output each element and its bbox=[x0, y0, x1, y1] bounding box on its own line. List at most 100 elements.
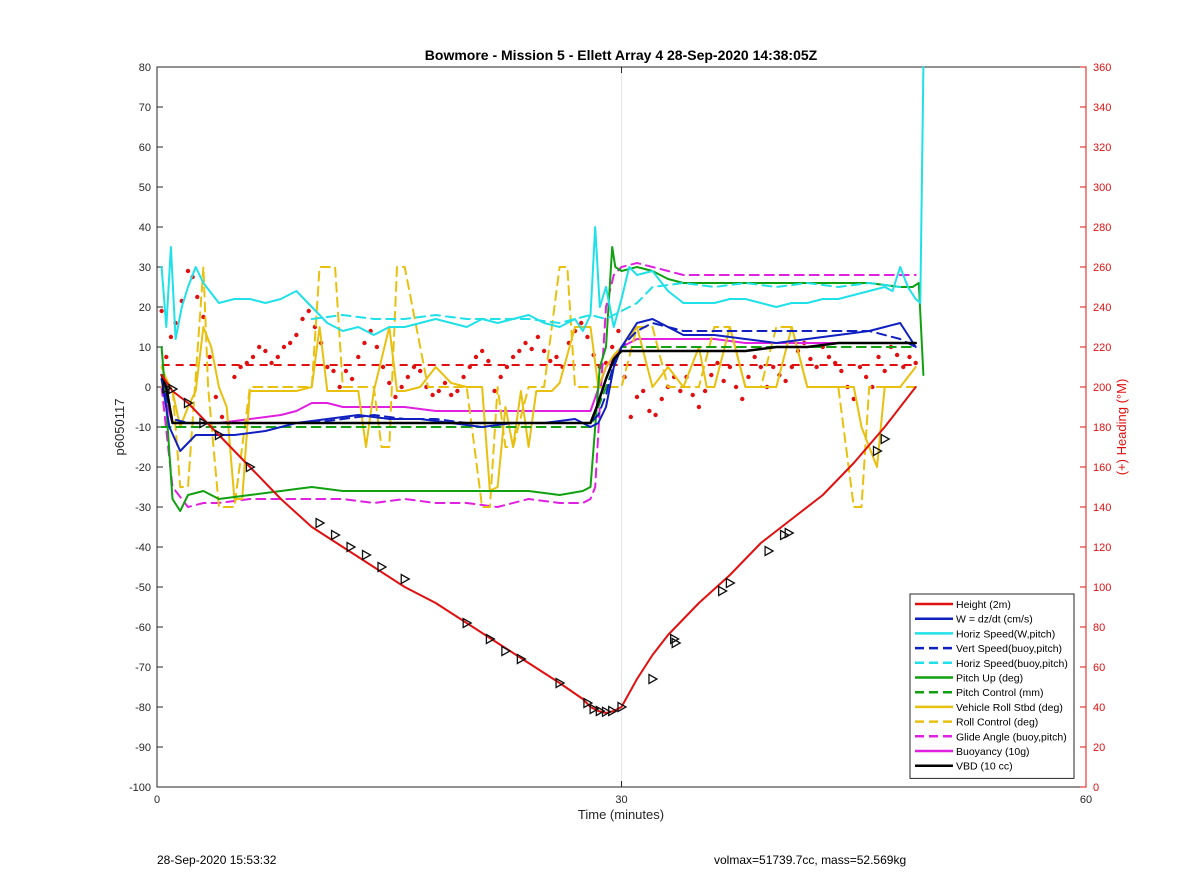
x-tick-label: 60 bbox=[1080, 794, 1092, 806]
y-tick-label-right: 260 bbox=[1093, 262, 1111, 274]
heading-point bbox=[548, 358, 553, 364]
heading-point bbox=[882, 368, 887, 374]
series-group bbox=[159, 66, 925, 714]
y-tick-label-right: 60 bbox=[1093, 662, 1105, 674]
heading-point bbox=[628, 414, 633, 420]
heading-point bbox=[529, 346, 534, 352]
x-tick-label: 30 bbox=[615, 794, 627, 806]
y-tick-label-right: 80 bbox=[1093, 622, 1105, 634]
y-axis-label-right: (+) Heading (°M) bbox=[1114, 379, 1129, 476]
heading-point bbox=[740, 396, 745, 402]
heading-point bbox=[380, 364, 386, 370]
legend-label: Roll Control (deg) bbox=[956, 717, 1038, 729]
y-tick-label-right: 40 bbox=[1093, 702, 1105, 714]
triangle-marker bbox=[315, 517, 326, 529]
heading-point bbox=[696, 404, 702, 410]
y-tick-label-left: -50 bbox=[135, 582, 151, 594]
heading-point bbox=[851, 396, 856, 402]
heading-point bbox=[159, 308, 164, 314]
y-tick-label-left: -20 bbox=[135, 462, 151, 474]
heading-point bbox=[907, 354, 912, 360]
heading-point bbox=[219, 414, 225, 420]
triangle-marker bbox=[784, 527, 795, 539]
heading-point bbox=[640, 388, 646, 394]
y-tick-label-right: 200 bbox=[1093, 382, 1111, 394]
legend-label: Vert Speed(buoy,pitch) bbox=[956, 643, 1062, 655]
heading-point bbox=[510, 354, 516, 360]
series-line-0 bbox=[160, 374, 917, 714]
series-line-4 bbox=[310, 282, 902, 324]
legend-label: Horiz Speed(buoy,pitch) bbox=[956, 658, 1068, 670]
triangle-marker bbox=[880, 433, 891, 445]
heading-point bbox=[752, 354, 757, 360]
heading-point bbox=[442, 380, 448, 386]
triangle-markers bbox=[162, 382, 891, 718]
legend-label: Vehicle Roll Stbd (deg) bbox=[956, 702, 1063, 714]
triangle-marker bbox=[400, 573, 411, 585]
footer-params: volmax=51739.7cc, mass=52.569kg bbox=[714, 853, 907, 867]
heading-point bbox=[504, 364, 510, 370]
heading-point bbox=[387, 380, 392, 386]
triangle-marker bbox=[501, 645, 512, 657]
y-tick-label-right: 300 bbox=[1093, 182, 1111, 194]
series-line-8 bbox=[160, 266, 917, 508]
heading-point bbox=[185, 268, 191, 274]
heading-point bbox=[461, 374, 466, 380]
heading-point bbox=[306, 308, 311, 314]
y-tick-label-left: -60 bbox=[135, 622, 151, 634]
footer-date: 28-Sep-2020 15:53:32 bbox=[157, 853, 277, 867]
triangle-marker bbox=[462, 617, 473, 629]
heading-point bbox=[610, 344, 615, 350]
series-line-1 bbox=[160, 318, 917, 452]
y-tick-label-left: 50 bbox=[139, 182, 151, 194]
heading-point bbox=[281, 344, 287, 350]
y-tick-label-right: 280 bbox=[1093, 222, 1111, 234]
heading-point bbox=[473, 354, 479, 360]
y-axis-label-left: p6050117 bbox=[112, 399, 127, 456]
triangle-marker bbox=[601, 706, 612, 718]
legend-label: Height (2m) bbox=[956, 599, 1011, 611]
heading-point bbox=[275, 354, 280, 360]
y-tick-label-left: 20 bbox=[139, 302, 151, 314]
heading-point bbox=[294, 332, 299, 338]
legend-label: VBD (10 cc) bbox=[956, 761, 1013, 773]
heading-point bbox=[746, 374, 751, 380]
heading-point bbox=[585, 334, 590, 340]
heading-point bbox=[430, 392, 435, 398]
heading-point bbox=[653, 412, 658, 418]
y-tick-label-left: 80 bbox=[139, 62, 151, 74]
series-line-2 bbox=[160, 66, 925, 340]
heading-point bbox=[492, 388, 497, 394]
heading-point bbox=[362, 340, 367, 346]
triangle-marker bbox=[377, 561, 388, 573]
triangle-marker bbox=[183, 397, 194, 409]
triangle-marker bbox=[346, 541, 357, 553]
y-tick-label-left: 30 bbox=[139, 262, 151, 274]
y-tick-label-left: 0 bbox=[145, 382, 151, 394]
heading-point bbox=[647, 408, 652, 414]
heading-point bbox=[721, 378, 726, 384]
y-tick-label-left: 70 bbox=[139, 102, 151, 114]
triangle-marker bbox=[361, 549, 372, 561]
triangle-marker bbox=[617, 701, 628, 713]
heading-point bbox=[894, 352, 900, 358]
heading-point bbox=[207, 354, 212, 360]
triangle-marker bbox=[199, 417, 210, 429]
triangle-marker bbox=[583, 697, 594, 709]
triangle-marker bbox=[608, 705, 619, 717]
x-axis-label: Time (minutes) bbox=[578, 807, 664, 822]
heading-point bbox=[814, 364, 819, 370]
heading-point bbox=[616, 328, 621, 334]
triangle-marker bbox=[648, 673, 659, 685]
heading-point bbox=[541, 348, 547, 354]
legend: Height (2m) W = dz/dt (cm/s) Horiz Speed(W… bbox=[909, 593, 1075, 779]
heading-point bbox=[486, 358, 491, 364]
y-tick-label-left: -100 bbox=[129, 782, 151, 794]
heading-point bbox=[659, 396, 664, 402]
y-tick-label-right: 0 bbox=[1093, 782, 1099, 794]
heading-point bbox=[455, 388, 460, 394]
heading-point bbox=[678, 388, 683, 394]
y-tick-label-right: 320 bbox=[1093, 142, 1111, 154]
heading-point bbox=[232, 374, 237, 380]
triangle-marker bbox=[589, 703, 600, 715]
